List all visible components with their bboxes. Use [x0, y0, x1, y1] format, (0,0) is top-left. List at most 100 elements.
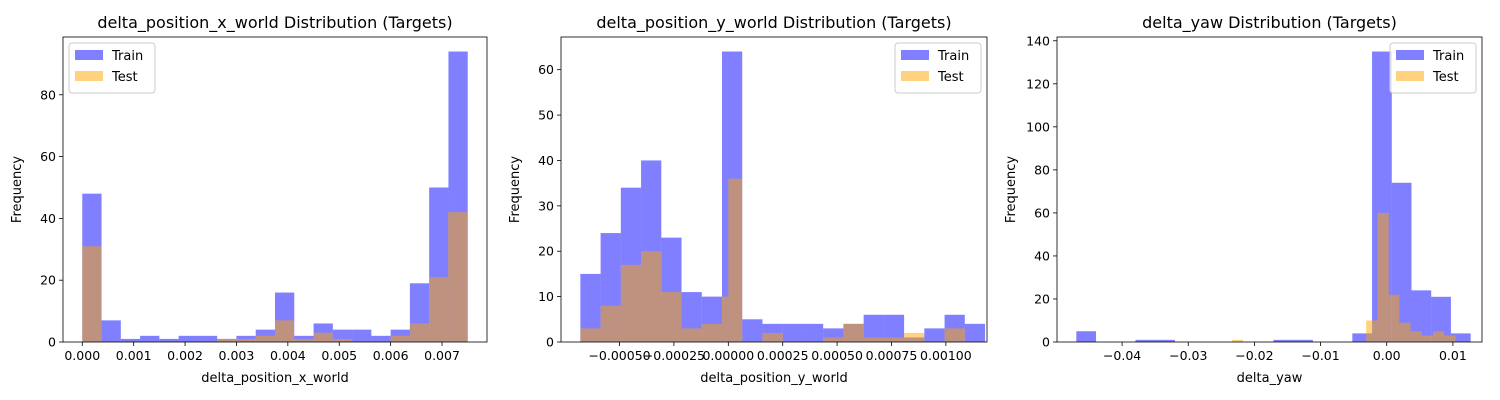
y-tick-label: 20 [40, 273, 56, 288]
legend-label-test: Test [1432, 70, 1459, 85]
y-tick-label: 0 [1042, 335, 1050, 350]
y-tick-label: 100 [1026, 119, 1050, 134]
legend-swatch-train [901, 50, 929, 60]
bar-test [681, 328, 702, 342]
bar-test [863, 337, 884, 342]
x-tick-label: 0.003 [219, 348, 255, 363]
x-tick-label: −0.00050 [588, 348, 650, 363]
legend-label-test: Test [111, 70, 138, 85]
bar-test [600, 305, 621, 342]
axes-frame [560, 36, 988, 343]
series-test [82, 212, 468, 342]
bar-train [120, 338, 141, 342]
y-tick-label: 10 [538, 289, 554, 304]
legend-label-train: Train [1432, 49, 1464, 64]
bar-train [1273, 339, 1294, 342]
bar-train [1293, 339, 1313, 342]
x-tick-label: 0.001 [116, 348, 152, 363]
bar-train [863, 314, 884, 342]
bar-test [944, 328, 965, 342]
y-tick-label: 60 [1034, 205, 1050, 220]
bar-test [843, 323, 864, 342]
y-tick-label: 0 [546, 335, 554, 350]
bar-test [823, 337, 844, 342]
x-tick-label: 0.00050 [811, 348, 863, 363]
legend: Train Test [68, 42, 156, 94]
bar-test [313, 332, 333, 342]
series-test [580, 178, 965, 342]
y-tick-label: 140 [1026, 33, 1050, 48]
bar-train [101, 320, 121, 342]
legend-swatch-test [1396, 71, 1424, 81]
bar-train [1431, 296, 1451, 342]
legend-swatch-test [75, 71, 103, 81]
bar-test [255, 335, 275, 342]
x-tick-label: 0.006 [373, 348, 409, 363]
x-tick-label: 0.000 [64, 348, 100, 363]
chart-1: 0.000 0.001 0.002 0.003 0.004 0.005 0.006 0.007… [10, 13, 488, 386]
x-tick-label: 0.01 [1439, 348, 1467, 363]
bar-train [159, 338, 179, 342]
legend-label-train: Train [111, 49, 143, 64]
legend: Train Test [1389, 42, 1477, 94]
x-tick-label: −0.02 [1235, 348, 1273, 363]
bar-test [1433, 331, 1445, 342]
x-tick-label: 0.00000 [702, 348, 754, 363]
legend: Train Test [894, 42, 982, 94]
chart-title: delta_yaw Distribution (Targets) [1142, 13, 1397, 33]
bar-test [728, 178, 743, 342]
bar-train [352, 329, 372, 342]
y-tick-label: 0 [48, 335, 56, 350]
bar-test [722, 296, 729, 342]
bar-test [1399, 322, 1411, 342]
x-tick-label: 0.002 [167, 348, 203, 363]
bar-test [217, 338, 237, 342]
bar-train [1155, 339, 1175, 342]
y-tick-label: 40 [538, 153, 554, 168]
bar-test [390, 335, 411, 342]
x-tick-label: −0.04 [1103, 348, 1141, 363]
chart-title: delta_position_x_world Distribution (Tar… [97, 13, 452, 33]
bar-train [197, 335, 218, 342]
bar-test [1421, 335, 1434, 342]
bar-train [178, 335, 198, 342]
bar-train [580, 273, 601, 342]
bar-train [802, 323, 824, 342]
bar-train [883, 314, 905, 342]
legend-swatch-test [901, 71, 929, 81]
bar-test [762, 332, 783, 342]
bar-test [1388, 294, 1400, 342]
bar-test [275, 320, 295, 342]
bar-train [1076, 331, 1097, 342]
bar-test [1366, 320, 1378, 342]
axes-frame [1056, 36, 1483, 343]
bar-test [883, 337, 905, 342]
legend-label-test: Test [937, 70, 964, 85]
x-tick-label: 0.007 [424, 348, 460, 363]
bar-train [1352, 333, 1373, 342]
x-axis-label: delta_yaw [1237, 371, 1303, 386]
y-tick-label: 80 [40, 87, 56, 102]
y-axis-label: Frequency [10, 156, 25, 223]
bar-test [82, 246, 102, 342]
bar-test [1231, 339, 1244, 342]
x-tick-label: −0.03 [1169, 348, 1207, 363]
bar-train [1411, 290, 1432, 342]
bar-train [371, 335, 391, 342]
bar-test [580, 328, 601, 342]
x-tick-label: 0.005 [321, 348, 357, 363]
x-tick-label: 0.004 [270, 348, 306, 363]
x-tick-label: 0.00025 [757, 348, 809, 363]
y-tick-label: 80 [1034, 162, 1050, 177]
bar-train [140, 335, 160, 342]
bar-test [410, 323, 430, 342]
x-axis-label: delta_position_x_world [201, 371, 348, 386]
chart-3: −0.04 −0.03 −0.02 −0.01 0.00 0.01 0 20 40 60 80 100… [1004, 13, 1483, 386]
y-tick-label: 20 [1034, 291, 1050, 306]
legend-label-train: Train [937, 49, 969, 64]
legend-swatch-train [75, 50, 103, 60]
bar-test [1377, 212, 1389, 342]
x-axis-label: delta_position_y_world [700, 371, 847, 386]
